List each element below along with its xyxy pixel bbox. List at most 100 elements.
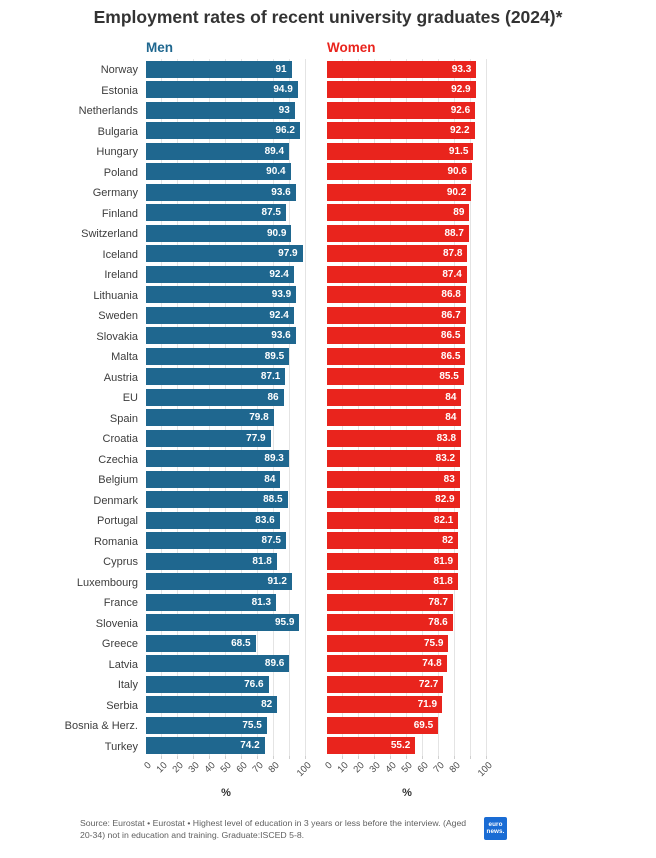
women-bar-track: 81.8 [327,571,487,593]
men-bar-value: 83.6 [255,514,275,526]
men-bar-value: 97.9 [278,248,298,260]
women-column: 88.7 [327,223,487,244]
men-bar: 77.9 [146,429,271,447]
men-bar: 76.6 [146,675,269,693]
men-column: 74.2 [146,735,306,757]
women-bar-value: 83.2 [435,453,456,465]
men-bar-track: 89.3 [146,448,306,470]
men-column: 94.9 [146,79,306,101]
men-column: 88.5 [146,489,306,511]
men-bar-value: 87.5 [261,535,281,547]
chart-row: Finland 87.5 89 [0,202,656,224]
country-label-cell: Ireland [0,265,146,283]
women-bar-track: 72.7 [327,674,487,695]
country-label-cell: Norway [0,60,146,78]
men-bar-track: 87.5 [146,202,306,224]
women-bar: 84 [327,409,462,427]
men-bar-track: 89.6 [146,653,306,675]
women-column: 81.9 [327,551,487,572]
country-label: Germany [92,187,138,200]
men-bar: 86 [146,388,284,406]
men-bar-track: 91.2 [146,571,306,593]
women-bar-value: 83 [443,473,455,485]
men-bar-value: 89.3 [264,453,284,465]
women-column: 87.4 [327,264,487,285]
chart-footer: Source: Eurostat • Eurostat • Highest le… [80,817,656,841]
chart-title: Employment rates of recent university gr… [93,7,563,27]
men-bar-value: 94.9 [273,84,293,96]
x-tick-label: 0 [142,760,154,772]
chart-row: Romania 87.5 82 [0,530,656,552]
women-bar: 78.6 [327,614,453,632]
women-bar: 86.5 [327,327,466,345]
legend-row: Men Women [0,35,656,57]
country-label: Malta [111,351,138,364]
women-column: 86.5 [327,346,487,367]
country-label: France [103,597,138,610]
men-bar-track: 92.4 [146,305,306,326]
chart-row: Luxembourg 91.2 81.8 [0,571,656,593]
men-bar-track: 92.4 [146,264,306,285]
men-bar-value: 75.5 [242,719,262,731]
country-label-cell: Luxembourg [0,573,146,591]
men-bar: 75.5 [146,716,267,734]
country-label: Croatia [102,433,138,446]
women-bar-value: 92.2 [450,125,470,137]
women-column: 92.2 [327,120,487,142]
country-label-cell: Greece [0,634,146,652]
men-column: 89.3 [146,448,306,470]
country-label: Switzerland [81,228,138,241]
men-column: 86 [146,387,306,408]
women-bar: 87.4 [327,265,467,283]
men-bar-value: 93.6 [271,330,291,342]
country-label-cell: Croatia [0,429,146,447]
women-column: 82.1 [327,510,487,531]
x-tick-label: 80 [447,760,463,776]
men-bar-value: 95.9 [274,617,295,629]
women-bar-track: 87.4 [327,264,487,285]
women-column: 86.7 [327,305,487,326]
men-bar-track: 93.6 [146,325,306,347]
women-bar-track: 69.5 [327,715,487,736]
men-bar: 84 [146,470,281,488]
men-column: 87.5 [146,202,306,224]
chart-row: Lithuania 93.9 86.8 [0,284,656,306]
country-label: Italy [117,679,138,692]
country-label: Austria [103,371,138,384]
chart-row: Denmark 88.5 82.9 [0,489,656,511]
women-column: 89 [327,202,487,224]
women-column: 92.6 [327,100,487,121]
x-tick-label: 40 [202,760,218,776]
x-axis-men: 0 10 20 30 40 50 60 70 80 100 [142,756,314,784]
men-bar-value: 81.3 [251,596,272,608]
men-bar-track: 93.6 [146,182,306,203]
country-label: EU [122,392,138,405]
men-column: 96.2 [146,120,306,142]
chart-row: Italy 76.6 72.7 [0,674,656,695]
women-column: 86.5 [327,325,487,347]
men-bar-track: 90.4 [146,161,306,183]
country-label: Finland [101,207,138,220]
women-bar-value: 82 [442,535,454,547]
men-column: 77.9 [146,428,306,449]
men-column: 76.6 [146,674,306,695]
country-label-cell: Austria [0,368,146,386]
men-bar-value: 89.5 [264,350,285,362]
country-label: Bulgaria [97,125,138,138]
men-bar-value: 77.9 [246,432,266,444]
country-label-cell: France [0,593,146,611]
chart-row: Netherlands 93 92.6 [0,100,656,121]
country-label-cell: Malta [0,347,146,365]
women-column: 83.2 [327,448,487,470]
men-bar-value: 81.8 [252,555,272,567]
men-bar-value: 76.6 [244,678,264,690]
country-label-cell: Portugal [0,511,146,529]
men-bar-track: 93 [146,100,306,121]
country-label-cell: Estonia [0,81,146,99]
men-bar-value: 93 [278,104,290,116]
women-column: 87.8 [327,243,487,265]
x-tick-label: 10 [335,760,351,776]
country-label: Iceland [102,248,138,261]
chart-row: Malta 89.5 86.5 [0,346,656,367]
men-bar: 87.5 [146,204,286,222]
